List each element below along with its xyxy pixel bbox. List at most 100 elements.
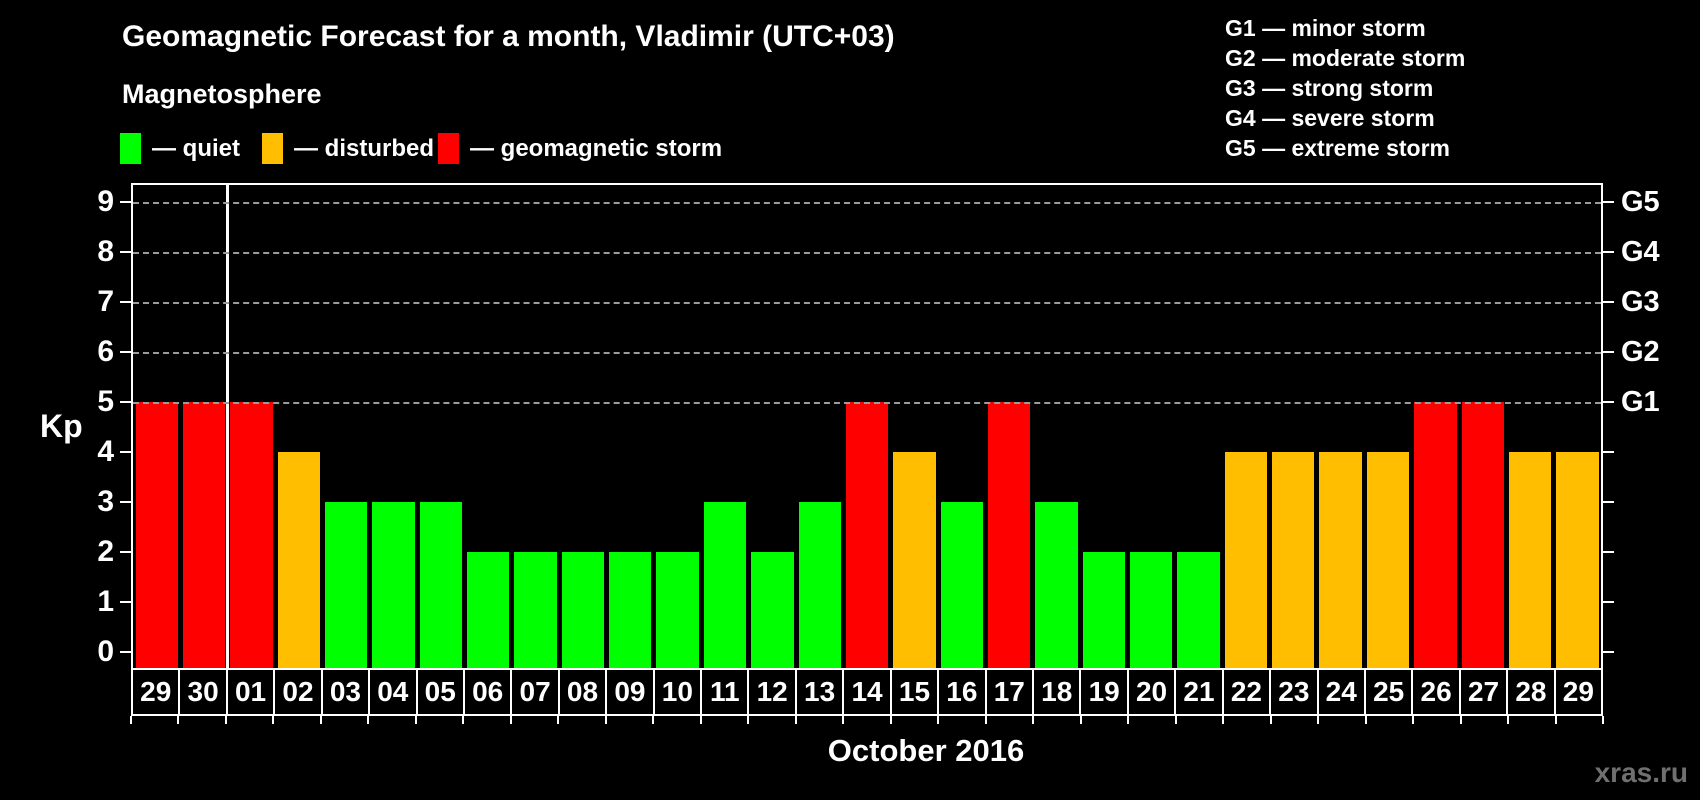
day-boundary-tick: [272, 716, 275, 724]
page-title: Geomagnetic Forecast for a month, Vladim…: [122, 20, 895, 53]
left-tick-kp-8: [120, 251, 131, 253]
day-label-22: 22: [1221, 668, 1272, 716]
day-label-14: 14: [842, 668, 892, 716]
right-axis-label-g1: G1: [1621, 386, 1660, 418]
day-label-18: 18: [1032, 668, 1082, 716]
right-tick-kp-8: [1603, 251, 1614, 253]
legend-label-quiet: — quiet: [152, 134, 240, 162]
left-tick-label-6: 6: [97, 335, 114, 368]
left-tick-kp-4: [120, 451, 131, 453]
g-legend-line-g4: G4 — severe storm: [1225, 105, 1435, 131]
gridline-kp-6: [133, 352, 1601, 354]
right-axis-label-g4: G4: [1621, 236, 1660, 268]
bar-slot-day-22: [1222, 185, 1269, 668]
day-boundary-tick: [889, 716, 892, 724]
day-boundary-tick: [1507, 716, 1510, 724]
kp-bar-day-29-kp-5: [135, 402, 178, 668]
bar-slot-day-08: [559, 185, 606, 668]
day-label-08: 08: [557, 668, 608, 716]
gridline-kp-8: [133, 252, 1601, 254]
kp-bar-day-18-kp-3: [1035, 502, 1078, 668]
chart-subtitle: Magnetosphere: [122, 79, 322, 109]
g-scale-legend: G1 — minor storm G2 — moderate storm G3 …: [1225, 13, 1465, 163]
bar-slot-day-29: [133, 185, 180, 668]
bar-slot-day-20: [1128, 185, 1175, 668]
kp-bar-day-10-kp-2: [656, 552, 699, 668]
gridline-kp-7: [133, 302, 1601, 304]
y-axis-label: Kp: [40, 408, 83, 444]
left-tick-kp-6: [120, 351, 131, 353]
day-boundary-tick: [842, 716, 845, 724]
kp-bar-day-29-kp-4: [1556, 452, 1599, 668]
bar-slot-day-15: [891, 185, 938, 668]
kp-bar-day-02-kp-4: [277, 452, 320, 668]
left-tick-kp-2: [120, 551, 131, 553]
bar-slot-day-12: [749, 185, 796, 668]
day-boundary-tick: [130, 716, 132, 724]
day-boundary-tick: [414, 716, 417, 724]
bar-slot-day-09: [607, 185, 654, 668]
day-boundary-tick: [794, 716, 797, 724]
day-label-04: 04: [368, 668, 418, 716]
left-tick-label-7: 7: [97, 285, 114, 318]
day-label-02: 02: [273, 668, 323, 716]
day-label-11: 11: [700, 668, 750, 716]
gridline-kp-5: [133, 402, 1601, 404]
day-boundary-tick: [1412, 716, 1415, 724]
left-tick-kp-7: [120, 301, 131, 303]
left-tick-label-1: 1: [97, 585, 114, 618]
kp-bar-day-05-kp-3: [419, 502, 463, 668]
bar-slot-day-07: [512, 185, 559, 668]
day-boundary-tick: [1364, 716, 1367, 724]
day-boundary-tick: [652, 716, 655, 724]
right-tick-kp-3: [1603, 501, 1614, 503]
right-tick-kp-5: [1603, 401, 1614, 403]
day-label-15: 15: [889, 668, 940, 716]
kp-bar-day-20-kp-2: [1130, 552, 1173, 668]
day-label-19: 19: [1079, 668, 1129, 716]
left-tick-label-5: 5: [97, 385, 114, 418]
kp-bar-day-26-kp-5: [1414, 402, 1457, 668]
day-label-17: 17: [984, 668, 1035, 716]
bar-slot-day-18: [1033, 185, 1080, 668]
kp-bar-day-11-kp-3: [703, 502, 747, 668]
right-axis-label-g2: G2: [1621, 336, 1660, 368]
quiet-color-swatch: [120, 133, 141, 164]
bars-row: [133, 185, 1601, 668]
bar-slot-day-28: [1506, 185, 1553, 668]
day-label-01: 01: [225, 668, 276, 716]
kp-bar-day-12-kp-2: [751, 552, 794, 668]
day-boundary-tick: [557, 716, 560, 724]
kp-bar-day-09-kp-2: [609, 552, 652, 668]
bar-slot-day-25: [1364, 185, 1411, 668]
day-label-30: 30: [178, 668, 228, 716]
disturbed-color-swatch: [262, 133, 283, 164]
day-label-09: 09: [605, 668, 655, 716]
day-boundary-tick: [1554, 716, 1557, 724]
legend-label-disturbed: — disturbed: [294, 134, 435, 162]
right-tick-kp-1: [1603, 601, 1614, 603]
day-label-21: 21: [1174, 668, 1224, 716]
day-label-23: 23: [1269, 668, 1319, 716]
legend-item-quiet: — quiet: [120, 133, 240, 164]
day-boundary-tick: [177, 716, 180, 724]
right-tick-kp-0: [1603, 651, 1614, 653]
bar-slot-day-10: [654, 185, 701, 668]
day-label-07: 07: [510, 668, 560, 716]
left-tick-kp-1: [120, 601, 131, 603]
left-tick-label-2: 2: [97, 535, 114, 568]
day-boundary-tick: [1459, 716, 1462, 724]
day-boundary-tick: [1127, 716, 1130, 724]
bar-slot-day-30: [180, 185, 227, 668]
gridline-kp-9: [133, 202, 1601, 204]
day-boundary-tick: [984, 716, 987, 724]
kp-bar-day-06-kp-2: [467, 552, 510, 668]
bar-slot-day-03: [322, 185, 369, 668]
kp-bar-day-04-kp-3: [372, 502, 415, 668]
kp-bar-day-25-kp-4: [1366, 452, 1410, 668]
left-tick-kp-9: [120, 201, 131, 203]
left-tick-label-4: 4: [97, 435, 114, 468]
day-boundary-tick: [604, 716, 607, 724]
day-boundary-ticks: [130, 716, 1604, 724]
